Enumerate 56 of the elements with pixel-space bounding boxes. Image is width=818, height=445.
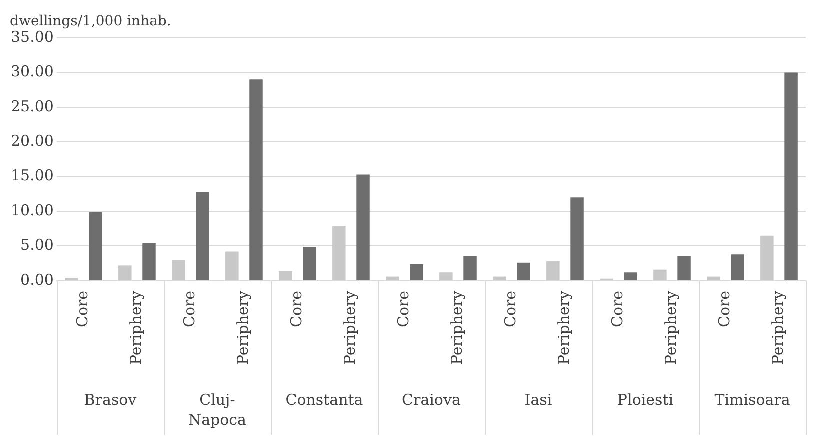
y-tick-label: 25.00 xyxy=(10,97,54,116)
text: Cluj-Napoca xyxy=(188,390,247,429)
x-tick-label: Core xyxy=(394,290,413,328)
bar xyxy=(196,192,210,280)
y-tick-label: 0.00 xyxy=(20,270,54,289)
y-tick-label: 30.00 xyxy=(10,62,54,81)
bar xyxy=(624,272,638,280)
x-tick-label: Periphery xyxy=(234,290,252,366)
x-tick-label: Core xyxy=(288,290,306,328)
text: Craiova xyxy=(402,390,461,409)
y-axis-title: dwellings/1,000 inhab. xyxy=(10,14,172,30)
x-tick-label: Periphery xyxy=(341,290,360,366)
bar xyxy=(118,266,132,280)
x-tick-label: Periphery xyxy=(555,290,574,366)
bar xyxy=(517,262,530,280)
bar xyxy=(250,80,263,280)
x-tick-label: Core xyxy=(608,290,627,328)
x-tick-label: Periphery xyxy=(662,290,680,366)
bar xyxy=(546,262,560,280)
bar xyxy=(142,243,156,280)
bar xyxy=(707,276,720,280)
y-tick-label: 35.00 xyxy=(10,28,54,46)
text: Ploiesti xyxy=(617,390,674,409)
bar xyxy=(464,256,477,280)
bar xyxy=(493,276,506,280)
bar xyxy=(332,226,346,280)
bar xyxy=(226,252,239,280)
bar xyxy=(760,236,774,280)
text: Iasi xyxy=(524,390,552,409)
x-tick-label: Core xyxy=(180,290,199,328)
bar xyxy=(440,272,453,280)
bar xyxy=(678,256,691,280)
y-tick-label: 20.00 xyxy=(10,132,54,150)
bar xyxy=(410,264,424,280)
x-tick-label: Core xyxy=(502,290,520,328)
bar xyxy=(386,276,400,280)
x-tick-label: Core xyxy=(74,290,92,328)
bar xyxy=(784,72,798,280)
bar xyxy=(279,271,292,280)
y-tick-label: 10.00 xyxy=(10,201,54,220)
bar xyxy=(731,254,744,280)
text: Brasov xyxy=(84,390,138,409)
text: Timisoara xyxy=(714,390,790,409)
bar xyxy=(356,174,370,280)
y-tick-label: 5.00 xyxy=(20,236,54,254)
x-tick-label: Core xyxy=(716,290,734,328)
x-tick-label: Periphery xyxy=(769,290,788,366)
x-tick-label: Periphery xyxy=(127,290,146,366)
bar xyxy=(654,270,667,280)
bar xyxy=(303,246,316,280)
bar xyxy=(172,260,186,280)
bar xyxy=(89,212,102,280)
bar xyxy=(570,198,584,280)
text: Constanta xyxy=(286,390,364,409)
y-tick-label: 15.00 xyxy=(10,166,54,185)
x-tick-label: Periphery xyxy=(448,290,466,366)
